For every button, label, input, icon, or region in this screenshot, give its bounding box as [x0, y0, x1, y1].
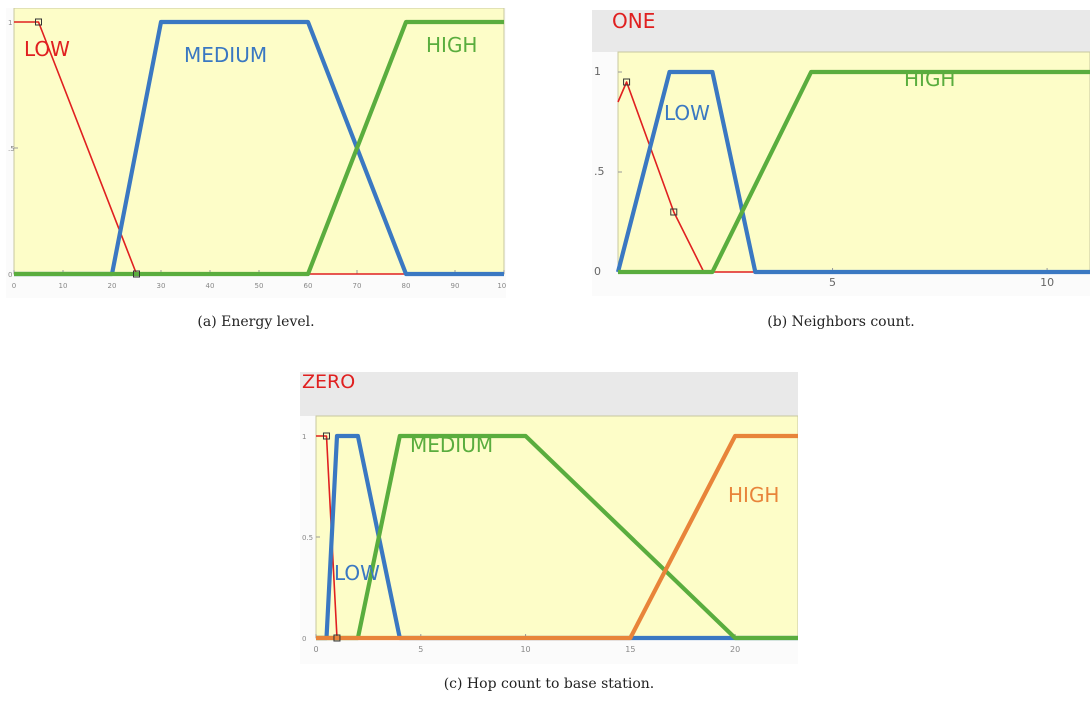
x-tick-label: 50 — [255, 282, 264, 290]
membership-marker — [670, 208, 678, 216]
series-label-medium: MEDIUM — [410, 433, 493, 457]
y-tick-label: 0.5 — [302, 534, 313, 542]
series-label-high: HIGH — [904, 67, 955, 91]
caption-neighbors-count: (b) Neighbors count. — [767, 314, 915, 330]
series-line-high — [618, 69, 1090, 275]
x-tick-label: 5 — [418, 645, 423, 654]
series-line-high — [316, 433, 798, 641]
caption-energy-level: (a) Energy level. — [197, 314, 315, 330]
x-tick-label: 5 — [829, 276, 836, 289]
x-tick-label: 60 — [304, 282, 313, 290]
x-tick-label: 70 — [353, 282, 362, 290]
membership-marker — [322, 432, 330, 440]
panel-hop-count: 0 5 10 15 20 0 0.5 1 ZERO LOW MEDIUM HIGH — [300, 372, 798, 664]
series-label-medium: MEDIUM — [184, 43, 267, 67]
x-tick-label: 0 — [12, 282, 16, 290]
y-tick-label: 0 — [594, 265, 601, 278]
x-tick-label: 30 — [157, 282, 166, 290]
x-tick-label: 10 — [520, 645, 530, 654]
y-tick-label: .5 — [594, 165, 605, 178]
chart-neighbors-count: 5 10 0 .5 1 ONE LOW HIGH — [592, 10, 1090, 296]
chart-top-strip — [592, 10, 1090, 52]
series-label-one: ONE — [612, 10, 655, 33]
x-tick-label: 10 — [59, 282, 68, 290]
series-label-low: LOW — [24, 37, 70, 61]
caption-hop-count: (c) Hop count to base station. — [443, 676, 655, 692]
x-tick-label: 20 — [730, 645, 740, 654]
x-tick-label: 20 — [108, 282, 117, 290]
x-tick-label: 90 — [451, 282, 460, 290]
x-tick-label: 40 — [206, 282, 215, 290]
membership-marker — [133, 270, 140, 278]
plot-area — [315, 415, 798, 639]
series-line-low — [615, 69, 1090, 275]
plot-area — [617, 51, 1090, 273]
y-tick-label: 1 — [594, 65, 601, 78]
series-label-high: HIGH — [728, 483, 779, 507]
x-tick-label: 100 — [497, 282, 506, 290]
membership-marker — [35, 18, 42, 26]
chart-energy-level: 0 10 20 30 40 50 60 70 80 90 100 0 .5 1 LOW MEDIUM HIGH — [6, 8, 506, 298]
x-tick-label: 10 — [1040, 276, 1054, 289]
series-label-zero: ZERO — [302, 372, 355, 393]
x-tick-label: 0 — [313, 645, 318, 654]
x-tick-label: 15 — [625, 645, 635, 654]
chart-hop-count: 0 5 10 15 20 0 0.5 1 ZERO LOW MEDIUM HIGH — [300, 372, 798, 664]
membership-marker — [333, 634, 341, 642]
plot-area — [13, 8, 505, 275]
series-line-low — [14, 21, 504, 275]
chart-top-strip — [300, 372, 798, 416]
y-tick-label: 0 — [302, 635, 306, 643]
series-label-high: HIGH — [426, 33, 477, 57]
y-tick-label: 1 — [302, 433, 306, 441]
series-line-high — [14, 19, 504, 277]
panel-energy-level: 0 10 20 30 40 50 60 70 80 90 100 0 .5 1 LOW MEDIUM HIGH — [6, 8, 506, 298]
y-tick-label: .5 — [8, 145, 15, 153]
membership-marker — [623, 78, 631, 86]
y-tick-label: 1 — [8, 19, 12, 27]
x-tick-label: 80 — [402, 282, 411, 290]
y-tick-label: 0 — [8, 271, 12, 279]
series-label-low: LOW — [664, 101, 710, 125]
series-label-low: LOW — [334, 561, 380, 585]
panel-neighbors-count: 5 10 0 .5 1 ONE LOW HIGH — [592, 10, 1090, 296]
